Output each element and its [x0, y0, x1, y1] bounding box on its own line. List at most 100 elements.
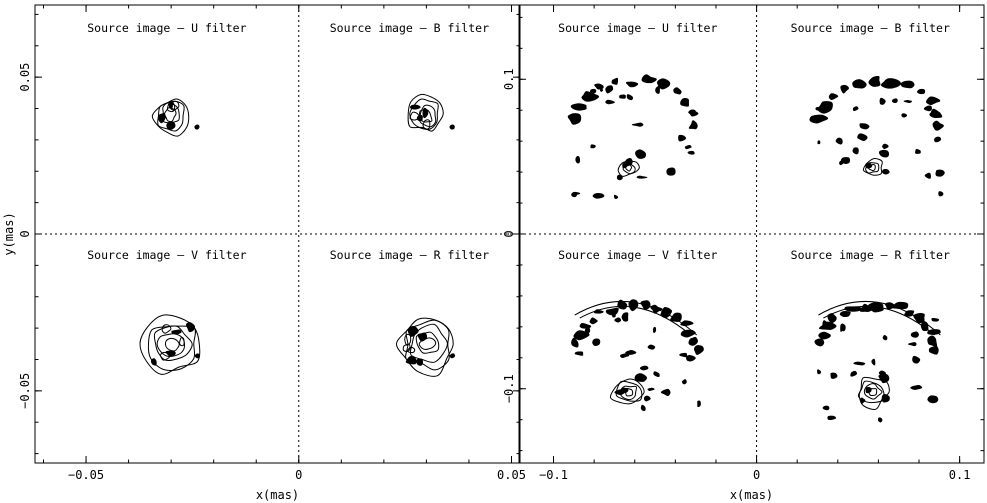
contour-line: [153, 325, 193, 362]
clump: [927, 395, 939, 404]
contour-knot: [449, 353, 456, 359]
contour-knot: [166, 121, 176, 130]
clump: [575, 156, 581, 164]
clump: [938, 191, 944, 197]
contour-knot: [158, 113, 166, 124]
clump: [857, 133, 868, 141]
x-axis-label: x(mas): [256, 488, 299, 502]
contour-line: [157, 100, 185, 132]
clump: [687, 150, 695, 155]
clump: [853, 361, 866, 366]
clump: [931, 317, 940, 322]
clump: [622, 163, 628, 169]
clump: [924, 172, 931, 179]
x-axis-label: x(mas): [730, 488, 773, 502]
clump: [570, 103, 587, 111]
clump: [590, 144, 596, 149]
clump: [584, 326, 591, 335]
contour-knot: [407, 326, 419, 337]
clump: [599, 88, 604, 92]
clump: [592, 338, 601, 346]
y-tick-label: −0.05: [18, 373, 32, 409]
contour-knot: [179, 336, 185, 347]
x-tick-label: −0.05: [68, 468, 104, 482]
clump: [882, 143, 889, 149]
clump: [652, 326, 657, 333]
clump: [852, 106, 859, 112]
x-tick-label: 0.1: [949, 468, 971, 482]
panel-title: Source image – V filter: [87, 248, 246, 262]
clump: [684, 144, 692, 150]
clump: [925, 96, 941, 106]
clump: [871, 358, 876, 366]
x-tick-label: 0: [295, 468, 302, 482]
clump: [850, 370, 858, 377]
clump: [639, 365, 649, 371]
contour-line: [418, 337, 437, 350]
clump: [840, 323, 845, 332]
clump: [647, 387, 655, 391]
clump: [666, 167, 676, 176]
contour-arc: [579, 305, 692, 336]
contour-line: [164, 337, 180, 352]
panel-title: Source image – V filter: [558, 248, 717, 262]
x-tick-label: −0.1: [539, 468, 568, 482]
contour-knot: [185, 322, 196, 333]
contour-knot: [194, 353, 200, 359]
contour-line: [865, 162, 880, 174]
contour-knot: [168, 101, 173, 109]
clump: [605, 85, 614, 94]
clump: [641, 74, 657, 84]
source-image-contours: [809, 75, 945, 197]
contour-line: [156, 333, 186, 357]
contour-knot: [409, 111, 420, 121]
contour-line: [139, 314, 201, 375]
clump: [664, 309, 672, 315]
clump: [927, 329, 941, 335]
panel-title: Source image – B filter: [791, 21, 950, 35]
panel-title: Source image – R filter: [330, 248, 489, 262]
clump: [900, 80, 915, 89]
clump: [917, 88, 926, 95]
clump: [621, 312, 629, 322]
clump: [915, 149, 921, 154]
contour-knot: [449, 124, 455, 130]
clump: [865, 162, 873, 169]
clump: [653, 371, 660, 378]
contour-line: [415, 331, 440, 354]
clump: [619, 94, 626, 99]
clump: [643, 395, 651, 402]
clump: [605, 99, 615, 105]
contour-knot: [407, 346, 416, 354]
clump: [839, 160, 844, 166]
source-image-contours: [395, 317, 456, 377]
contour-arc: [823, 305, 935, 336]
chart-right: −0.1 0 0.1 0.1 0 −0.1 x(mas) Source image – U f…: [502, 4, 985, 502]
clump: [910, 331, 919, 338]
contour-knot: [416, 115, 423, 122]
chart-left: −0.05 0 0.05 0.05 0 −0.05 x(mas) y(mas) Source i…: [2, 4, 526, 502]
clump: [822, 405, 830, 411]
y-tick-label: −0.1: [502, 374, 516, 403]
clump: [822, 320, 829, 329]
clump: [891, 98, 898, 103]
clump: [686, 355, 696, 362]
clump: [809, 114, 829, 124]
x-tick-label: 0.05: [497, 468, 526, 482]
clump: [903, 99, 913, 103]
clump: [655, 85, 660, 94]
contour-line: [862, 157, 883, 176]
clump: [681, 379, 687, 385]
clump: [635, 149, 646, 159]
clump: [688, 336, 699, 346]
clump: [614, 317, 622, 323]
clump: [929, 108, 943, 118]
contour-knot: [417, 332, 428, 342]
clump: [611, 77, 619, 85]
clump: [827, 313, 837, 324]
clump: [678, 134, 687, 142]
clump: [927, 335, 938, 348]
plot-frame: [34, 4, 521, 464]
clump: [880, 78, 901, 89]
source-image-contours: [151, 98, 200, 137]
